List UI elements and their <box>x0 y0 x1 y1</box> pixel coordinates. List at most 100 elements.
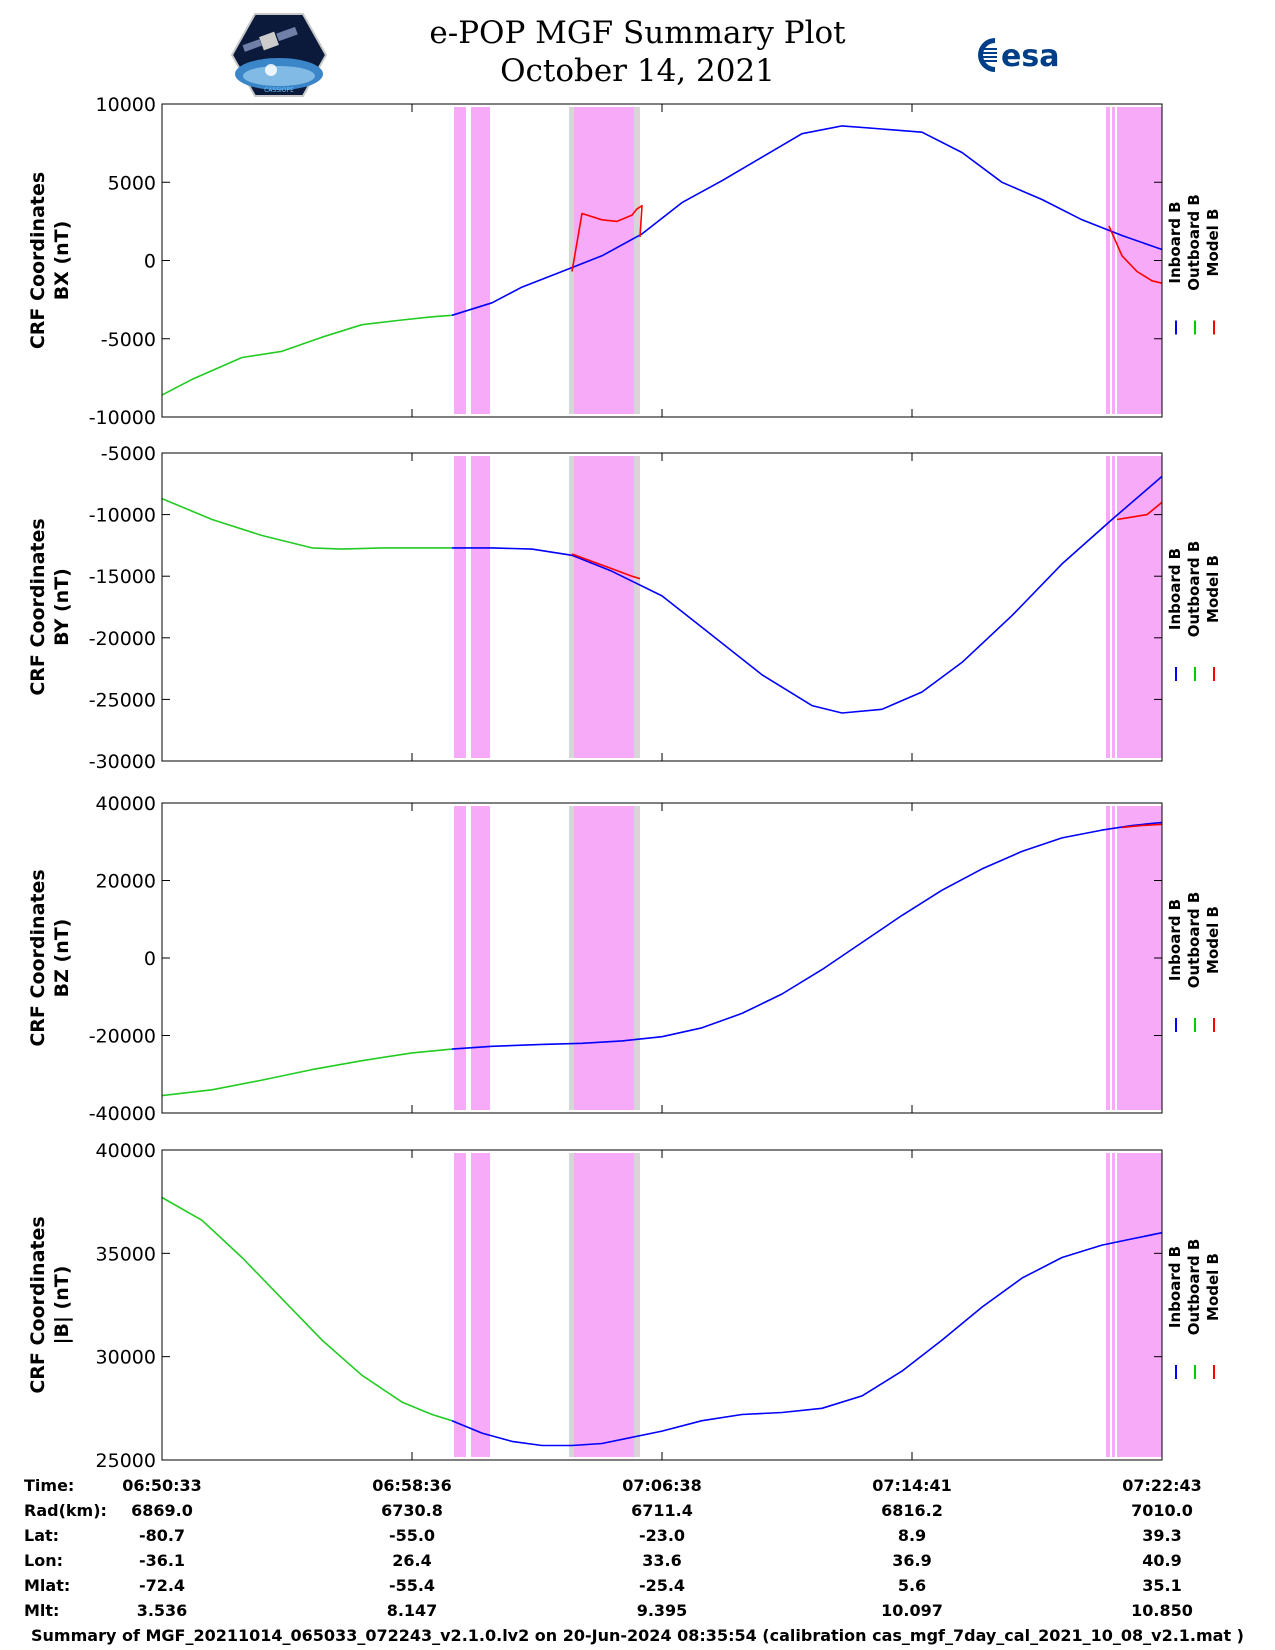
series-line-model-b <box>1108 225 1163 284</box>
ephemeris-value: 39.3 <box>1142 1526 1182 1545</box>
y-tick-label: -10000 <box>89 407 156 429</box>
shaded-region <box>1117 1153 1162 1457</box>
chart-panel-3: -40000 -20000 0 20000 40000 CRF Coordinates BZ… <box>27 793 1222 1125</box>
ephemeris-value: 3.536 <box>136 1601 188 1620</box>
y-axis-label: CRF Coordinates BX (nT) <box>27 172 73 349</box>
ephemeris-value: 8.9 <box>897 1526 927 1545</box>
shaded-region <box>454 107 466 414</box>
series-line-model-b <box>1116 501 1163 521</box>
y-tick-label: 0 <box>144 251 156 273</box>
plot-frame <box>161 1149 1163 1461</box>
shaded-region <box>1112 806 1115 1110</box>
y-axis-label-line: BX (nT) <box>51 221 73 301</box>
legend-label: Model B <box>1204 209 1222 277</box>
series-line-model-b <box>571 553 641 580</box>
ephemeris-value: 36.9 <box>892 1551 932 1570</box>
y-axis-label: CRF Coordinates BY (nT) <box>27 518 73 695</box>
shaded-region <box>1112 456 1115 758</box>
ephemeris-row-label: Time: <box>24 1476 75 1495</box>
ephemeris-row-label: Mlt: <box>24 1601 60 1620</box>
ephemeris-value: -72.4 <box>138 1576 186 1595</box>
ephemeris-value: -55.4 <box>388 1576 436 1595</box>
ephemeris-value: 6869.0 <box>131 1501 193 1520</box>
y-axis-label-line: CRF Coordinates <box>27 172 49 349</box>
y-tick-label: 35000 <box>96 1243 156 1265</box>
ephemeris-value: 10.850 <box>1131 1601 1193 1620</box>
y-tick-label: 10000 <box>96 94 156 116</box>
legend-label: Inboard B <box>1166 899 1184 981</box>
y-tick-label: 25000 <box>96 1450 156 1472</box>
chart-panel-1: -10000 -5000 0 5000 10000 CRF Coordinates BX (… <box>27 94 1222 429</box>
shaded-region <box>454 806 466 1110</box>
series-line-inboard-b <box>451 125 1163 317</box>
y-axis-label-line: CRF Coordinates <box>27 1216 49 1393</box>
y-tick-label: -25000 <box>89 689 156 711</box>
ephemeris-row-label: Rad(km): <box>24 1501 107 1520</box>
legend-label: Inboard B <box>1166 201 1184 283</box>
series-line-inboard-b <box>451 1231 1163 1447</box>
y-tick-label: -5000 <box>101 329 156 351</box>
shaded-region <box>569 456 574 758</box>
ephemeris-row-label: Lon: <box>24 1551 63 1570</box>
satellite-icon <box>242 26 298 52</box>
ephemeris-value: -80.7 <box>138 1526 186 1545</box>
svg-text:esa: esa <box>1001 39 1059 74</box>
shaded-region <box>1106 1153 1110 1457</box>
series-line-outboard-b <box>161 1196 453 1422</box>
y-axis-label-line: BZ (nT) <box>51 919 73 998</box>
y-tick-label: -20000 <box>89 1026 156 1048</box>
chart-panel-2: -30000 -25000 -20000 -15000 -10000 -5000 CRF C… <box>27 443 1222 773</box>
ephemeris-value: 35.1 <box>1142 1576 1182 1595</box>
series-line-outboard-b <box>161 497 452 550</box>
shaded-region <box>569 806 574 1110</box>
y-tick-label: -5000 <box>101 443 156 465</box>
ephemeris-row-label: Mlat: <box>24 1576 71 1595</box>
ephemeris-value: -36.1 <box>138 1551 186 1570</box>
ephemeris-value: 5.6 <box>897 1576 927 1595</box>
ephemeris-value: 06:58:36 <box>372 1476 452 1495</box>
legend-label: Outboard B <box>1185 541 1203 638</box>
shaded-region <box>471 456 490 758</box>
shaded-region <box>574 1153 634 1457</box>
y-tick-label: 5000 <box>108 172 156 194</box>
plot-frame <box>161 103 1163 418</box>
ephemeris-value: 07:14:41 <box>872 1476 952 1495</box>
shaded-region <box>1106 806 1110 1110</box>
shaded-region <box>471 806 490 1110</box>
y-axis-label-line: CRF Coordinates <box>27 869 49 1046</box>
legend-label: Inboard B <box>1166 548 1184 630</box>
shaded-region <box>569 107 574 414</box>
ephemeris-row-label: Lat: <box>24 1526 60 1545</box>
ephemeris-value: -23.0 <box>638 1526 686 1545</box>
y-axis-label: CRF Coordinates |B| (nT) <box>27 1216 73 1393</box>
shaded-region <box>1106 456 1110 758</box>
ephemeris-value: 26.4 <box>392 1551 432 1570</box>
ephemeris-value: 8.147 <box>386 1601 438 1620</box>
shaded-region <box>574 107 634 414</box>
page-title-line2: October 14, 2021 <box>500 53 775 89</box>
ephemeris-value: -55.0 <box>388 1526 436 1545</box>
legend-label: Inboard B <box>1166 1246 1184 1328</box>
y-tick-label: -20000 <box>89 628 156 650</box>
y-axis-label-line: |B| (nT) <box>51 1266 73 1345</box>
y-tick-label: 0 <box>144 948 156 970</box>
series-line-outboard-b <box>161 314 453 396</box>
shaded-region <box>1117 456 1162 758</box>
y-tick-label: 40000 <box>96 793 156 815</box>
series-line-model-b <box>571 204 643 272</box>
series-line-model-b <box>1121 823 1163 829</box>
ephemeris-value: 7010.0 <box>1131 1501 1193 1520</box>
shaded-region <box>454 456 466 758</box>
ephemeris-value: 40.9 <box>1142 1551 1182 1570</box>
ephemeris-value: 07:22:43 <box>1122 1476 1202 1495</box>
y-tick-label: -30000 <box>89 751 156 773</box>
legend-label: Outboard B <box>1185 1239 1203 1336</box>
shaded-region <box>471 107 490 414</box>
ephemeris-value: 6711.4 <box>631 1501 693 1520</box>
ephemeris-value: 07:06:38 <box>622 1476 702 1495</box>
shaded-region <box>1112 107 1115 414</box>
legend-label: Outboard B <box>1185 194 1203 291</box>
ephemeris-value: 6816.2 <box>881 1501 943 1520</box>
shaded-region <box>1112 1153 1115 1457</box>
